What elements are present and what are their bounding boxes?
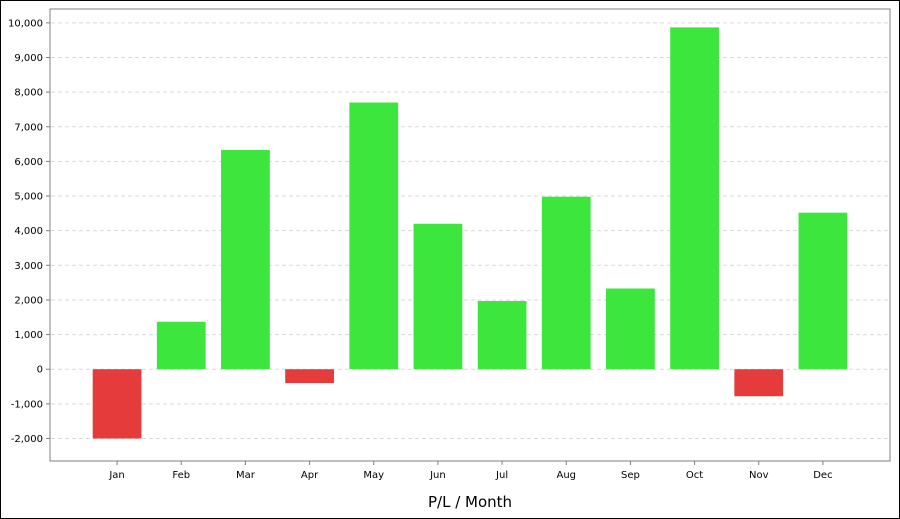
y-tick-label: 0: [37, 365, 43, 376]
y-tick-label: 4,000: [14, 226, 43, 237]
bar-jan: [92, 369, 142, 439]
x-tick-label: Jun: [429, 470, 446, 481]
y-tick-label: 1,000: [14, 330, 43, 341]
x-tick-label: Aug: [556, 470, 576, 481]
y-tick-label: -2,000: [11, 434, 43, 445]
x-tick-label: Apr: [301, 470, 319, 481]
x-axis-ticks: Jan Feb Mar Apr May Jun Jul Aug Sep Oct Nov Dec: [108, 461, 833, 481]
y-tick-label: -1,000: [11, 399, 43, 410]
x-tick-label: May: [363, 470, 384, 481]
x-tick-label: Dec: [813, 470, 832, 481]
y-tick-label: 6,000: [14, 157, 43, 168]
bar-dec: [798, 212, 848, 370]
x-tick-label: Nov: [749, 470, 769, 481]
y-tick-label: 9,000: [14, 53, 43, 64]
x-tick-label: Jan: [108, 470, 124, 481]
x-axis-title: P/L / Month: [428, 493, 512, 511]
bar-jul: [477, 300, 527, 370]
y-tick-label: 5,000: [14, 192, 43, 203]
y-tick-label: 3,000: [14, 261, 43, 272]
bar-apr: [285, 369, 334, 384]
y-axis-ticks: -2,000 -1,000 0 1,000 2,000 3,000 4,000 5,000 6,…: [8, 18, 50, 445]
bar-oct: [670, 27, 719, 370]
bar-jun: [413, 223, 463, 370]
bar-aug: [541, 196, 591, 370]
bar-mar: [221, 149, 270, 370]
x-tick-label: Jul: [495, 470, 508, 481]
x-tick-label: Feb: [172, 470, 190, 481]
y-tick-label: 8,000: [14, 88, 43, 99]
x-tick-label: Sep: [621, 470, 640, 481]
bars: [92, 27, 848, 439]
bar-nov: [734, 369, 784, 397]
bar-may: [349, 102, 399, 370]
x-tick-label: Mar: [236, 470, 256, 481]
bar-feb: [156, 321, 206, 370]
y-tick-label: 2,000: [14, 295, 43, 306]
bar-sep: [606, 288, 655, 370]
x-tick-label: Oct: [686, 470, 703, 481]
y-tick-label: 10,000: [8, 18, 43, 29]
y-tick-label: 7,000: [14, 122, 43, 133]
